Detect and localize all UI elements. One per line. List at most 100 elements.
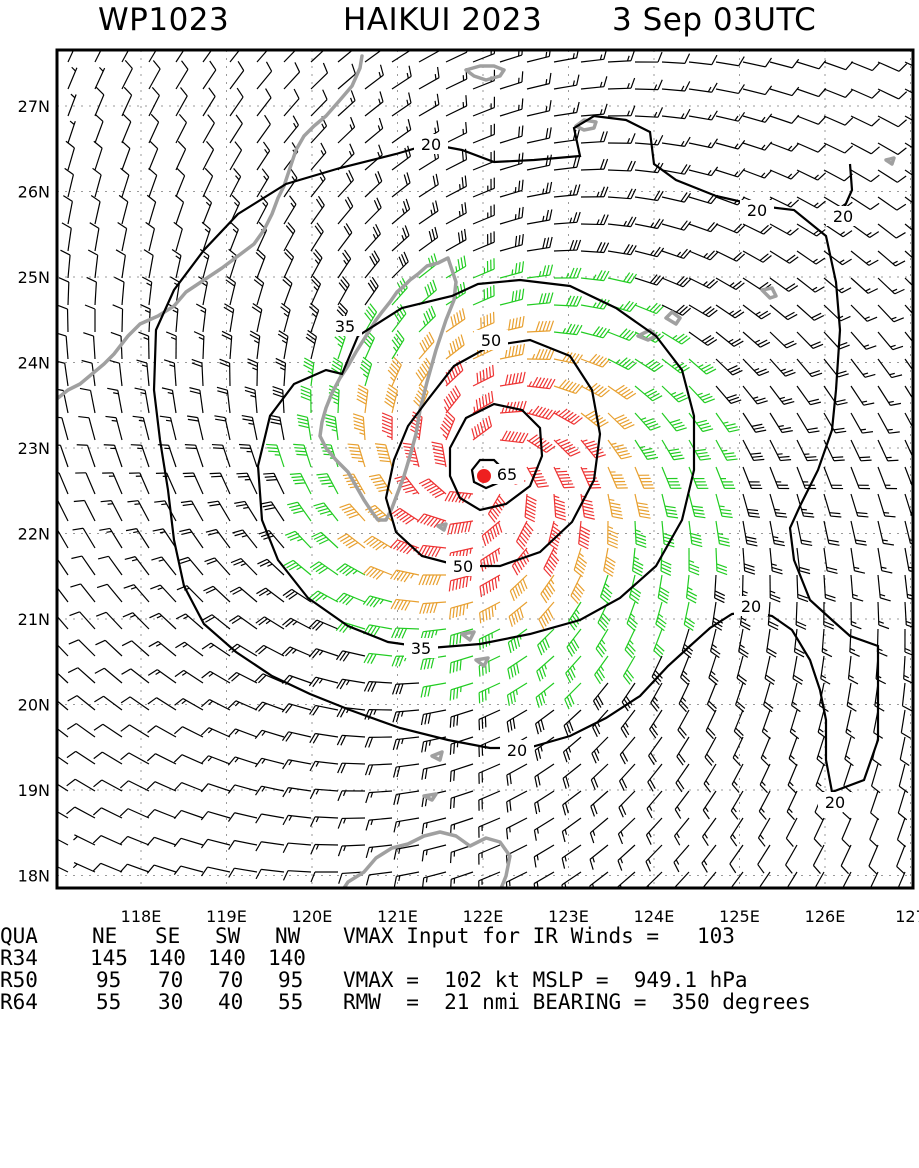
- wind-barb: [689, 139, 717, 148]
- wind-barb: [796, 602, 806, 629]
- wind-barb: [635, 413, 660, 430]
- wind-barb: [851, 494, 868, 517]
- table-row: R50 95 70 70 95 VMAX = 102 kt MSLP = 949…: [0, 969, 51, 991]
- wind-barb: [527, 349, 554, 359]
- wind-barb: [608, 521, 618, 548]
- wind-barb: [189, 388, 203, 413]
- wind-barb: [845, 737, 854, 766]
- wind-barb: [481, 548, 500, 571]
- wind-barb: [74, 501, 95, 521]
- wind-barb: [739, 629, 749, 657]
- wind-barb: [228, 785, 257, 794]
- wind-barb: [230, 35, 244, 62]
- wind-barb: [527, 127, 551, 143]
- wind-barb: [869, 845, 878, 874]
- wind-barb: [176, 141, 186, 170]
- wind-barb: [282, 704, 311, 713]
- wind-barb: [797, 197, 825, 208]
- wind-barb: [770, 143, 799, 151]
- wind-barb: [185, 445, 203, 467]
- wind-barb: [608, 133, 635, 143]
- wind-barb: [122, 114, 131, 143]
- wind-barb: [535, 764, 554, 787]
- wind-barb: [338, 170, 353, 197]
- contour-label-50: 50: [481, 331, 501, 350]
- wind-barb: [785, 872, 797, 900]
- wind-barb: [392, 331, 404, 359]
- wind-barb: [432, 442, 446, 467]
- wind-barb: [83, 333, 95, 359]
- wind-barb: [851, 359, 875, 377]
- wind-barb: [311, 844, 338, 854]
- wind-barb: [689, 83, 717, 92]
- wind-barb: [684, 602, 694, 630]
- wind-barb: [678, 710, 689, 738]
- wind-barb: [878, 116, 907, 127]
- wind-barb: [797, 386, 821, 405]
- wind-barb: [662, 249, 691, 258]
- wind-barb: [311, 250, 322, 278]
- wind-barb: [716, 112, 745, 121]
- wind-barb: [689, 222, 718, 231]
- wind-barb: [247, 359, 257, 386]
- wind-barb: [878, 494, 895, 517]
- wind-barb: [450, 710, 473, 728]
- wind-barb: [394, 791, 419, 805]
- wind-barb: [527, 155, 551, 170]
- wind-barb: [121, 697, 149, 710]
- wind-barb: [770, 359, 795, 376]
- wind-barb: [283, 815, 311, 824]
- wind-barb: [214, 416, 230, 440]
- wind-barb: [479, 845, 500, 865]
- wind-barb: [743, 86, 772, 95]
- wind-barb: [648, 764, 662, 791]
- wind-barb: [127, 501, 149, 521]
- wind-barb: [770, 170, 799, 179]
- wind-barb: [220, 359, 230, 386]
- wind-barb: [357, 385, 368, 413]
- wind-barb: [591, 791, 608, 816]
- lat-label: 24N: [18, 354, 50, 373]
- lat-label: 26N: [18, 183, 50, 202]
- table-cell: 145: [90, 947, 128, 969]
- wind-barb: [871, 791, 879, 820]
- wind-barb: [709, 656, 718, 685]
- wind-barb: [121, 168, 129, 197]
- wind-barb: [536, 710, 554, 734]
- wind-barb: [77, 445, 95, 467]
- wind-barb: [290, 473, 311, 494]
- wind-barb: [790, 710, 798, 739]
- wind-barb: [147, 865, 176, 873]
- wind-barb: [797, 88, 826, 96]
- wind-barb: [479, 629, 500, 650]
- wind-barb: [554, 467, 575, 488]
- contour-label-35: 35: [335, 317, 355, 336]
- wind-barb: [770, 59, 799, 68]
- wind-barb: [203, 195, 211, 224]
- wind-barb: [627, 602, 637, 631]
- wind-barb: [608, 78, 635, 89]
- wind-barb: [391, 508, 419, 524]
- wind-barb: [95, 114, 103, 143]
- wind-barb: [364, 536, 392, 550]
- wind-barb: [581, 354, 610, 367]
- wind-barb: [419, 306, 435, 332]
- wind-barb: [479, 818, 500, 838]
- wind-barb: [340, 504, 365, 521]
- wind-barb: [743, 251, 771, 262]
- wind-barb: [787, 791, 797, 820]
- wind-barb: [608, 494, 623, 519]
- wind-barb: [282, 618, 311, 629]
- wind-barb: [256, 249, 265, 278]
- wind-barb: [770, 440, 791, 461]
- wind-barb: [764, 683, 773, 712]
- wind-barb: [705, 737, 716, 766]
- wind-barb: [541, 575, 555, 603]
- table-cell: R64: [0, 991, 38, 1013]
- wind-barb: [822, 629, 832, 657]
- green-island: [438, 524, 446, 530]
- wind-barb: [817, 737, 825, 766]
- wind-barb: [101, 501, 122, 521]
- wind-barb: [872, 764, 880, 793]
- wind-barb: [70, 612, 95, 629]
